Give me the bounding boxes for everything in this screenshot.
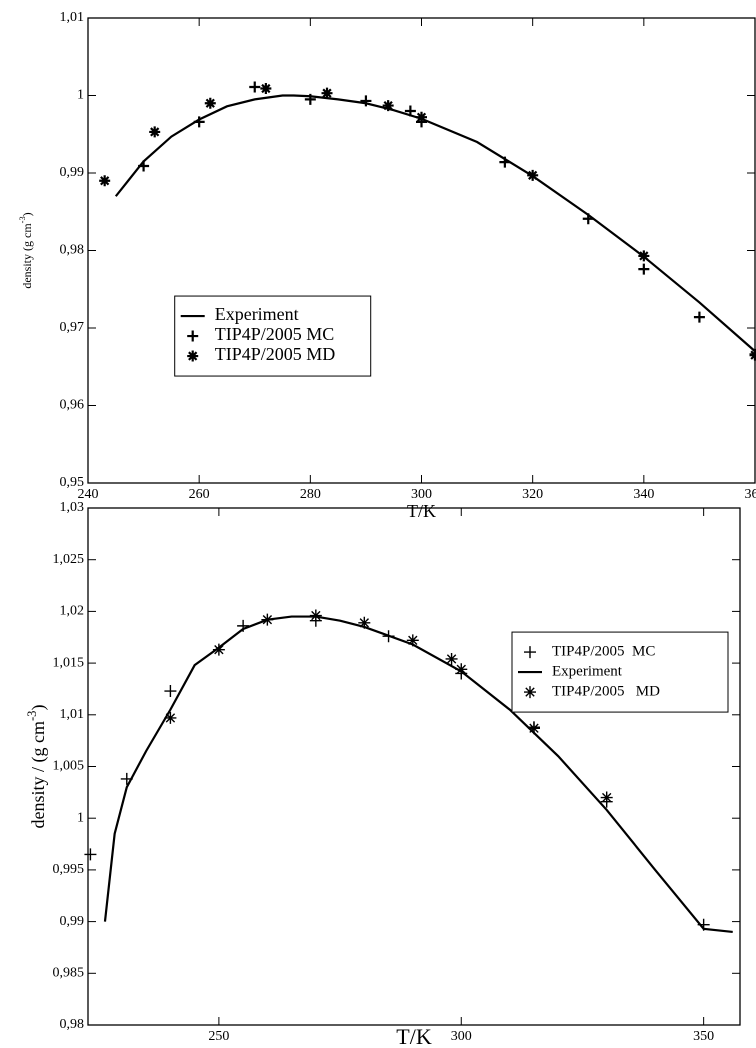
x-tick-label: 300 xyxy=(411,487,432,502)
data-point xyxy=(404,105,416,117)
data-point xyxy=(193,116,205,128)
data-point xyxy=(149,126,161,138)
x-tick-label: 360 xyxy=(745,487,756,502)
data-point xyxy=(582,213,594,225)
x-tick-label: 250 xyxy=(208,1029,229,1044)
legend-marker xyxy=(187,350,199,362)
data-point xyxy=(164,711,177,724)
data-point xyxy=(261,613,274,626)
data-point xyxy=(382,100,394,112)
data-point xyxy=(204,97,216,109)
y-tick-label: 1,005 xyxy=(53,759,85,774)
data-point xyxy=(309,609,322,622)
data-point xyxy=(99,175,111,187)
data-point xyxy=(260,83,272,95)
x-axis-label: T/K xyxy=(396,1024,432,1048)
x-tick-label: 300 xyxy=(451,1029,472,1044)
legend-label: TIP4P/2005 MD xyxy=(215,344,336,364)
data-point xyxy=(212,643,225,656)
data-point xyxy=(638,250,650,262)
legend-marker xyxy=(187,330,199,342)
y-tick-label: 1,01 xyxy=(60,10,85,25)
y-tick-label: 0,99 xyxy=(60,914,85,929)
x-tick-label: 280 xyxy=(300,487,321,502)
y-tick-label: 1,025 xyxy=(53,552,85,567)
y-axis-label: density / (g cm-3) xyxy=(25,705,49,829)
y-tick-label: 0,96 xyxy=(60,398,85,413)
data-point xyxy=(84,848,97,861)
x-tick-label: 260 xyxy=(189,487,210,502)
legend-marker xyxy=(524,646,536,659)
legend-label: TIP4P/2005 MC xyxy=(215,324,335,344)
y-tick-label: 1,015 xyxy=(53,655,85,670)
data-point xyxy=(527,722,540,735)
data-point xyxy=(638,263,650,275)
data-point xyxy=(416,111,427,123)
legend-label: Experiment xyxy=(215,304,299,324)
y-axis-label-part: -3 xyxy=(25,711,39,722)
legend-label: TIP4P/2005 MD xyxy=(552,684,660,700)
data-point xyxy=(360,95,372,107)
legend-box xyxy=(174,295,372,377)
y-tick-label: 0,99 xyxy=(60,165,85,180)
y-axis-label-part: density / (g cm xyxy=(28,721,49,828)
data-point xyxy=(527,169,539,181)
legend-box xyxy=(511,631,729,713)
data-point xyxy=(600,791,613,804)
plot-frame xyxy=(87,507,741,1026)
data-point xyxy=(138,160,150,172)
data-point xyxy=(749,349,756,361)
y-tick-label: 0,97 xyxy=(60,320,85,335)
y-axis-label: density (g cm-3) xyxy=(18,212,34,288)
y-tick-label: 0,95 xyxy=(60,475,85,490)
legend-label: TIP4P/2005 MC xyxy=(552,644,655,660)
data-point xyxy=(499,156,511,168)
data-point xyxy=(304,93,316,105)
x-tick-label: 340 xyxy=(633,487,654,502)
x-axis-label: T/K xyxy=(407,501,436,521)
x-tick-label: 240 xyxy=(78,487,99,502)
y-tick-label: 1,03 xyxy=(60,500,85,515)
y-tick-label: 0,98 xyxy=(60,1017,85,1032)
plot-frame xyxy=(87,17,756,484)
data-point xyxy=(455,663,468,676)
x-tick-label: 350 xyxy=(693,1029,714,1044)
y-tick-label: 0,98 xyxy=(60,243,85,258)
y-tick-label: 0,995 xyxy=(53,862,85,877)
legend-marker xyxy=(524,686,536,699)
y-axis-label-part: density (g cm xyxy=(20,223,34,289)
y-axis-label-part: ) xyxy=(28,705,49,711)
y-tick-label: 0,985 xyxy=(53,966,85,981)
data-point xyxy=(321,87,333,99)
y-axis-label-part: -3 xyxy=(18,216,27,223)
data-point xyxy=(358,616,371,629)
y-axis-label-part: ) xyxy=(20,212,34,216)
y-tick-label: 1 xyxy=(77,810,84,825)
data-point xyxy=(406,634,419,647)
y-tick-label: 1,02 xyxy=(60,604,85,619)
data-point xyxy=(693,311,705,323)
data-point xyxy=(249,81,261,93)
data-point xyxy=(445,652,458,665)
x-tick-label: 320 xyxy=(522,487,543,502)
data-point xyxy=(164,685,177,698)
y-tick-label: 1,01 xyxy=(60,707,85,722)
y-tick-label: 1 xyxy=(77,88,84,103)
legend-label: Experiment xyxy=(552,664,623,680)
